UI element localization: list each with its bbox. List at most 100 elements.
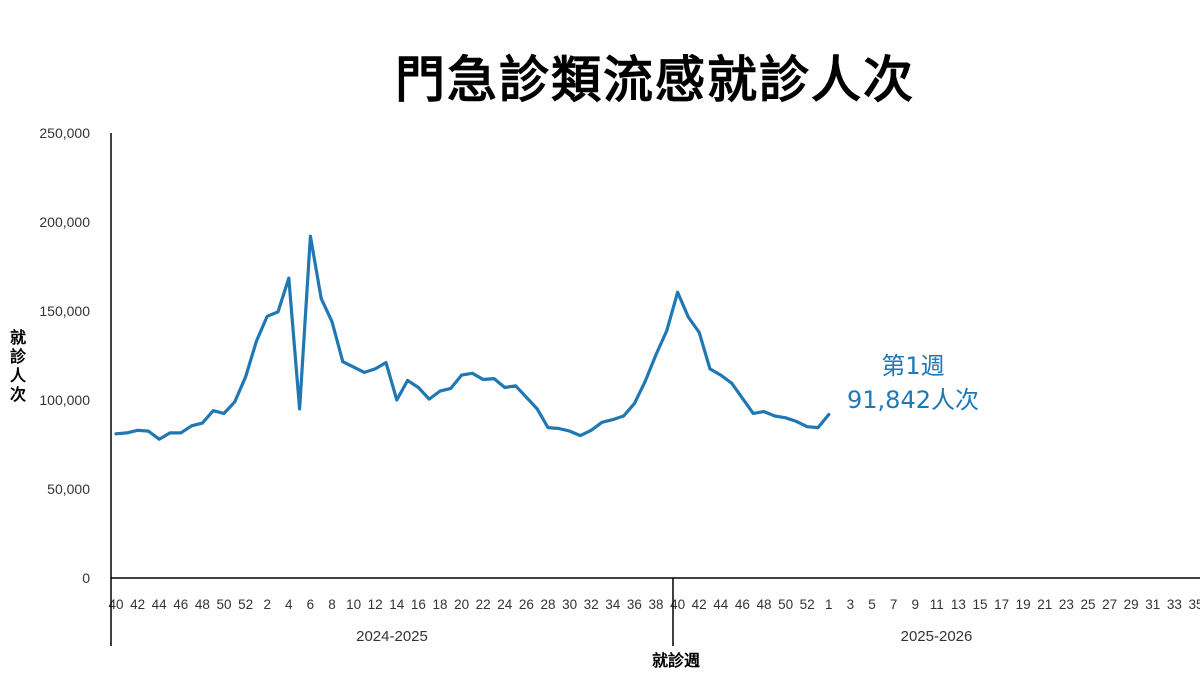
data-point <box>600 420 604 424</box>
x-tick-label: 16 <box>411 597 426 612</box>
data-point <box>795 419 798 423</box>
data-point <box>827 413 831 416</box>
data-point <box>157 437 161 441</box>
data-point <box>514 384 517 388</box>
data-point <box>449 387 453 390</box>
x-tick-label: 40 <box>108 597 123 612</box>
x-tick-label: 26 <box>519 597 534 612</box>
annotation-week: 第1週 <box>881 352 944 380</box>
data-point <box>276 310 280 314</box>
y-axis-ticks: 250,000 200,000 150,000 100,000 50,000 0 <box>39 125 90 586</box>
x-tick-label: 8 <box>328 597 336 612</box>
x-tick-label: 46 <box>735 597 750 612</box>
x-tick-label: 30 <box>562 597 577 612</box>
data-point <box>503 386 507 389</box>
x-tick-label: 35 <box>1188 597 1200 612</box>
x-tick-label: 42 <box>692 597 707 612</box>
x-tick-label: 7 <box>890 597 898 612</box>
x-tick-label: 44 <box>152 597 168 612</box>
chart-title: 門急診類流感就診人次 <box>395 51 915 109</box>
data-point <box>125 431 129 435</box>
x-tick-label: 10 <box>346 597 361 612</box>
data-point <box>309 234 312 238</box>
x-tick-label: 31 <box>1145 597 1160 612</box>
data-point <box>481 378 485 381</box>
data-point <box>373 367 377 371</box>
season-label: 2025-2026 <box>901 628 973 645</box>
data-point <box>579 434 582 437</box>
x-axis-ticks: 40 42 44 46 48 50 52 2 4 6 8 10 12 14 16 18 20 22 24 26 28 30… <box>108 597 1200 612</box>
x-tick-label: 25 <box>1080 597 1095 612</box>
y-axis-label: 就診人次 <box>10 328 27 404</box>
x-tick-label: 34 <box>605 597 621 612</box>
x-tick-label: 50 <box>216 597 231 612</box>
data-point <box>762 410 766 413</box>
x-tick-label: 29 <box>1124 597 1139 612</box>
y-tick-label: 200,000 <box>39 214 90 230</box>
data-point <box>816 426 820 429</box>
data-point <box>222 411 226 415</box>
series-line <box>114 234 831 441</box>
data-point <box>687 315 690 319</box>
data-point <box>568 429 571 433</box>
data-point <box>136 428 140 432</box>
season-label: 2024-2025 <box>356 628 428 645</box>
x-tick-label: 28 <box>540 597 555 612</box>
data-point <box>665 329 669 332</box>
x-tick-label: 3 <box>847 597 855 612</box>
data-point <box>633 402 636 405</box>
data-point <box>643 379 647 383</box>
data-point <box>255 339 258 343</box>
x-tick-label: 19 <box>1016 597 1031 612</box>
y-tick-label: 50,000 <box>47 481 90 497</box>
data-point <box>265 314 269 318</box>
data-point <box>546 426 550 429</box>
data-point <box>341 360 345 364</box>
y-tick-label: 0 <box>82 570 90 586</box>
data-point <box>773 414 777 418</box>
y-tick-label: 250,000 <box>39 125 90 141</box>
data-point <box>611 418 615 421</box>
x-tick-label: 20 <box>454 597 469 612</box>
data-point <box>557 427 561 430</box>
data-point <box>201 421 204 425</box>
data-point <box>427 397 431 401</box>
data-point <box>751 411 755 415</box>
data-point <box>708 367 712 371</box>
data-point <box>168 431 172 435</box>
data-point <box>190 424 194 428</box>
data-point <box>114 432 118 436</box>
x-tick-label: 42 <box>130 597 145 612</box>
x-tick-label: 23 <box>1059 597 1074 612</box>
data-point <box>492 377 496 381</box>
data-point <box>352 365 355 369</box>
data-point <box>395 398 399 402</box>
data-point <box>298 407 301 411</box>
data-point <box>589 428 593 432</box>
x-tick-label: 48 <box>756 597 771 612</box>
data-point <box>471 371 474 375</box>
data-point <box>719 373 723 377</box>
data-point <box>179 431 183 435</box>
x-tick-label: 48 <box>195 597 210 612</box>
season-labels: 2024-2025 2025-2026 <box>356 628 972 645</box>
series-points <box>114 234 831 441</box>
x-tick-label: 2 <box>263 597 271 612</box>
x-tick-label: 40 <box>670 597 685 612</box>
x-tick-label: 33 <box>1167 597 1182 612</box>
data-point <box>363 371 366 374</box>
x-tick-label: 52 <box>238 597 253 612</box>
x-tick-label: 22 <box>476 597 491 612</box>
data-point <box>233 400 237 404</box>
x-tick-label: 1 <box>825 597 833 612</box>
x-tick-label: 5 <box>868 597 876 612</box>
data-point <box>622 414 625 418</box>
y-tick-label: 150,000 <box>39 303 90 319</box>
x-tick-label: 21 <box>1037 597 1052 612</box>
data-point <box>697 330 701 334</box>
x-tick-label: 14 <box>389 597 405 612</box>
x-tick-label: 27 <box>1102 597 1117 612</box>
x-tick-label: 38 <box>648 597 663 612</box>
